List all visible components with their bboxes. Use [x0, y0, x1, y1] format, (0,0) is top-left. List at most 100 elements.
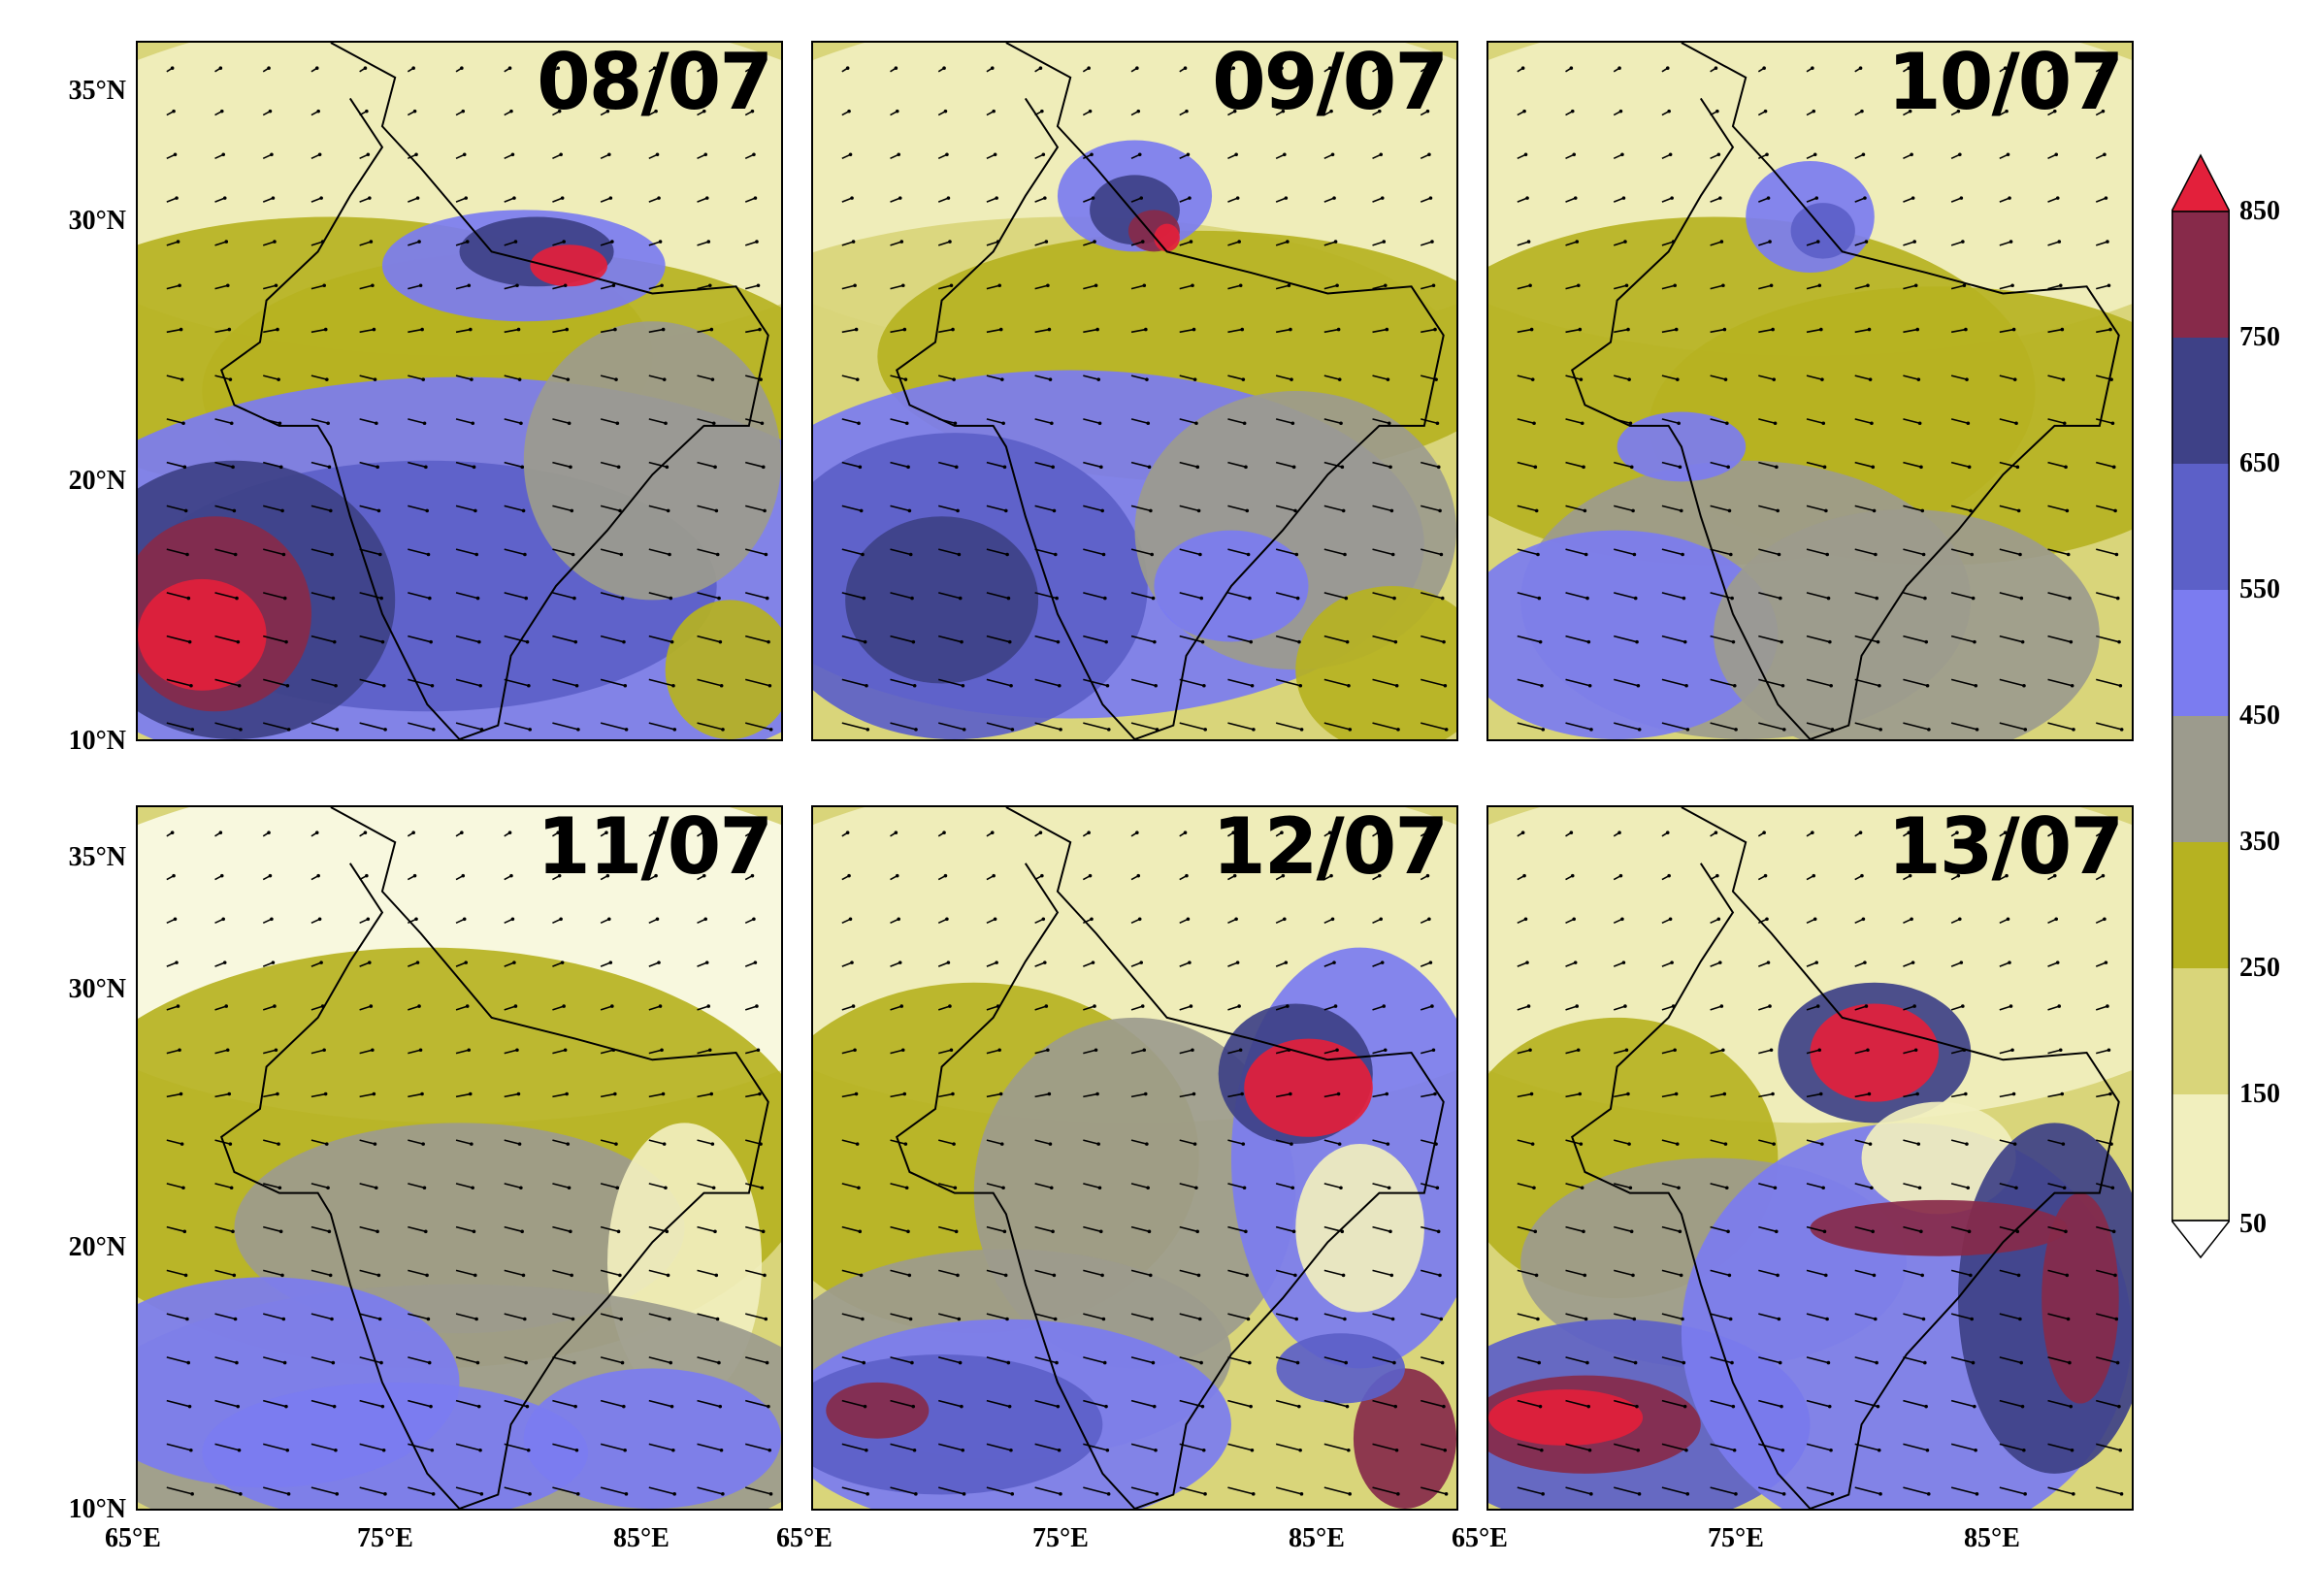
wind-vector-head — [669, 596, 673, 601]
wind-vector-head — [2108, 327, 2112, 332]
colorbar-label: 650 — [2239, 448, 2280, 478]
wind-vector-head — [1716, 152, 1721, 157]
wind-vector-head — [379, 596, 383, 601]
wind-vector — [1854, 1183, 1873, 1189]
wind-vector — [986, 1269, 1006, 1277]
wind-vector — [600, 1356, 623, 1364]
wind-vector — [1275, 328, 1291, 334]
wind-vector-head — [1624, 283, 1629, 288]
wind-vector — [310, 1399, 335, 1408]
wind-vector-head — [1095, 1091, 1099, 1096]
wind-vector — [1661, 505, 1682, 512]
wind-vector — [310, 1443, 337, 1451]
wind-vector-head — [516, 1091, 521, 1096]
wind-vector — [841, 1225, 861, 1233]
wind-vector-head — [1185, 873, 1189, 878]
wind-vector — [263, 1225, 281, 1233]
wind-vector — [1083, 1139, 1099, 1145]
wind-vector-head — [1136, 873, 1141, 878]
wind-vector — [1661, 961, 1673, 967]
wind-vector-head — [1281, 873, 1286, 878]
wind-vector — [1227, 592, 1251, 600]
wind-vector — [1034, 961, 1046, 967]
wind-vector-head — [1974, 1448, 1977, 1452]
wind-vector — [1999, 548, 2021, 556]
wind-vector — [1661, 1005, 1674, 1011]
wind-vector-head — [425, 1273, 429, 1278]
wind-vector — [2095, 961, 2107, 967]
wind-vector-head — [709, 327, 714, 332]
wind-vector — [408, 1269, 428, 1277]
wind-vector — [2096, 1225, 2114, 1233]
wind-vector-head — [655, 917, 660, 922]
wind-vector — [310, 375, 328, 380]
wind-vector — [1083, 548, 1104, 556]
wind-vector — [1323, 1269, 1344, 1277]
wind-vector-head — [1057, 683, 1062, 688]
wind-vector-head — [962, 1492, 966, 1496]
wind-vector — [1806, 1269, 1826, 1277]
wind-vector — [600, 1049, 614, 1055]
wind-vector — [166, 592, 189, 600]
wind-vector-head — [1091, 196, 1095, 200]
wind-vector-head — [1913, 283, 1918, 288]
wind-vector-head — [753, 961, 758, 964]
wind-vector-head — [2103, 152, 2107, 157]
wind-vector-head — [461, 109, 466, 114]
wind-vector — [1614, 722, 1640, 731]
wind-vector-head — [1912, 1004, 1916, 1008]
wind-vector-head — [666, 508, 670, 513]
wind-vector-head — [622, 1404, 626, 1409]
wind-vector-head — [859, 508, 864, 513]
wind-vector-head — [1091, 961, 1095, 964]
ivt-contour-region — [845, 516, 1039, 684]
wind-vector-head — [1876, 1404, 1880, 1409]
wind-vector — [1710, 635, 1734, 643]
wind-vector-head — [763, 1273, 767, 1278]
wind-vector-head — [1330, 917, 1335, 922]
wind-vector-head — [960, 639, 964, 644]
wind-vector-head — [1290, 421, 1295, 426]
wind-vector — [1806, 635, 1831, 643]
wind-vector — [1421, 1049, 1434, 1055]
wind-vector-head — [1966, 421, 1971, 426]
wind-vector — [1999, 1005, 2011, 1011]
wind-vector — [504, 548, 526, 556]
wind-vector-head — [328, 1273, 333, 1278]
wind-vector-head — [1676, 377, 1680, 381]
wind-vector — [1854, 1225, 1874, 1233]
wind-vector-head — [232, 508, 237, 513]
wind-vector — [1130, 1399, 1155, 1408]
wind-vector — [1903, 1183, 1920, 1189]
wind-vector — [214, 505, 235, 512]
wind-vector-head — [183, 1273, 188, 1278]
wind-vector-head — [1188, 196, 1192, 200]
wind-vector — [1565, 284, 1579, 290]
wind-vector — [1275, 1313, 1297, 1320]
wind-vector-head — [1812, 109, 1816, 114]
wind-vector-head — [1956, 109, 1961, 114]
wind-vector — [552, 1183, 570, 1189]
wind-vector — [1854, 505, 1875, 512]
wind-vector — [1083, 197, 1094, 203]
wind-vector-head — [1051, 465, 1055, 470]
wind-vector — [1372, 197, 1384, 203]
wind-vector — [890, 1399, 914, 1408]
wind-vector-head — [1955, 66, 1959, 70]
wind-vector — [1710, 548, 1732, 556]
wind-vector — [455, 1183, 474, 1189]
wind-vector-head — [281, 552, 286, 557]
wind-vector-head — [2069, 1404, 2074, 1409]
wind-vector — [938, 592, 961, 600]
wind-vector — [310, 592, 334, 600]
wind-vector — [1758, 592, 1781, 600]
wind-vector — [1034, 1443, 1060, 1451]
wind-vector-head — [282, 1360, 287, 1365]
wind-vector-head — [424, 465, 428, 470]
wind-vector — [986, 1313, 1008, 1320]
wind-vector — [1806, 1092, 1821, 1098]
wind-vector — [600, 241, 613, 246]
wind-vector — [214, 635, 239, 643]
map-panel-3: 10/07 — [1486, 41, 2134, 741]
wind-vector-head — [1587, 1448, 1592, 1452]
